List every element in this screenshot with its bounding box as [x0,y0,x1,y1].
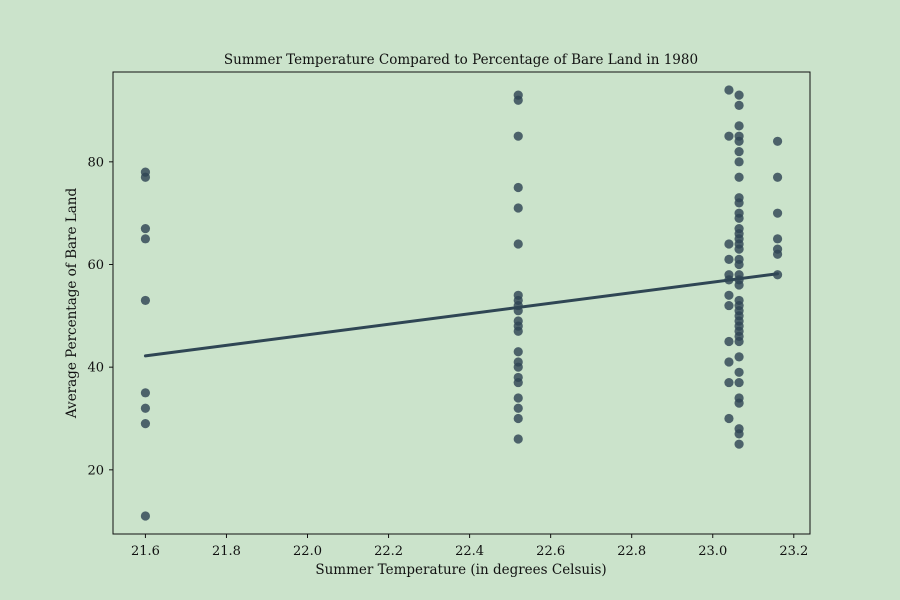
y-tick-label: 80 [87,155,104,170]
data-point [140,511,151,521]
x-axis: 21.6 21.8 22.0 22.2 22.4 22.6 22.8 23.0 23.2 [131,534,808,559]
data-point [734,90,744,100]
data-point [140,419,151,429]
chart-title: Summer Temperature Compared to Percentag… [224,52,698,68]
data-point [734,352,744,362]
data-point [140,295,151,306]
x-tick-label: 22.6 [536,544,565,559]
data-point [734,198,744,208]
data-point [734,439,744,449]
x-tick-label: 22.0 [293,544,322,559]
data-point [513,377,523,388]
data-point [772,172,783,182]
data-point [734,280,744,290]
data-point [513,413,523,424]
data-point [734,336,744,347]
trend-line [143,272,780,358]
data-point [734,121,744,131]
data-point [734,157,744,167]
data-point [724,254,734,264]
x-tick-label: 21.8 [212,544,241,559]
data-point [734,398,744,408]
data-point [734,213,744,223]
data-point [734,429,744,439]
data-point [140,172,151,182]
data-point [724,357,734,367]
y-tick-label: 40 [87,361,104,376]
data-point [734,172,744,182]
data-point [734,136,744,146]
data-point [513,347,523,357]
y-tick-label: 20 [87,463,104,478]
data-point [513,362,523,372]
data-point [513,434,523,444]
data-point [724,131,734,141]
data-point [772,249,783,259]
y-axis: 20 40 60 80 [87,155,113,478]
x-tick-label: 23.0 [698,544,727,559]
data-point [513,239,523,249]
plot-area [112,71,811,535]
data-point [140,388,151,398]
data-point [724,336,734,347]
data-point [734,367,744,377]
data-point [734,244,744,254]
data-point [140,403,151,413]
data-point [724,300,734,311]
x-tick-label: 22.8 [617,544,646,559]
trend-line-group [143,272,780,358]
data-point [513,182,523,193]
data-point [724,85,734,95]
data-point [734,377,744,388]
data-point [513,393,523,403]
data-point [513,326,523,336]
y-axis-label: Average Percentage of Bare Land [64,188,80,420]
data-point [734,146,744,157]
x-tick-label: 22.4 [455,544,484,559]
data-point [734,100,744,110]
x-axis-label: Summer Temperature (in degrees Celsuis) [315,562,606,578]
data-point [772,208,783,218]
data-point [724,239,734,249]
data-point [734,259,744,270]
data-point [724,413,734,424]
data-point [772,234,783,244]
x-tick-label: 21.6 [131,544,160,559]
data-point [513,131,523,141]
x-tick-label: 22.2 [374,544,403,559]
data-point [724,377,734,388]
data-point [513,203,523,213]
data-point [140,234,151,244]
y-tick-label: 60 [87,258,104,273]
data-point [772,136,783,146]
data-point [513,95,523,105]
data-points [140,85,783,521]
x-tick-label: 23.2 [779,544,808,559]
data-point [140,223,151,234]
data-point [724,290,734,300]
data-point [513,403,523,413]
